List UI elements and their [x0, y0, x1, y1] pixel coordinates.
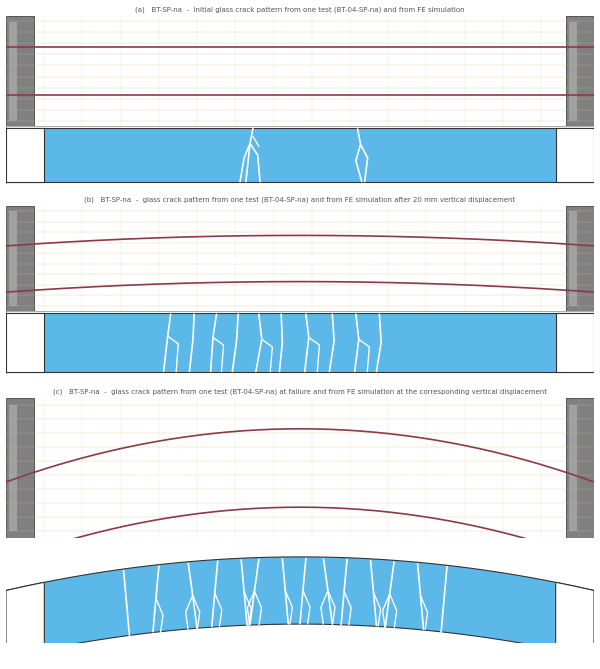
Bar [6, 16, 34, 126]
Ellipse shape [312, 467, 330, 470]
Text: (c)   BT-SP-na  -  glass crack pattern from one test (BT-04-SP-na) at failure an: (c) BT-SP-na - glass crack pattern from … [53, 389, 547, 395]
Bar [6, 313, 44, 372]
Bar [569, 211, 577, 306]
Ellipse shape [313, 260, 334, 262]
Ellipse shape [354, 468, 372, 471]
Ellipse shape [287, 70, 313, 72]
Bar [569, 21, 577, 120]
Bar [556, 313, 594, 372]
Bar [566, 16, 594, 126]
Bar [9, 211, 17, 306]
Ellipse shape [242, 260, 263, 262]
Bar [6, 128, 44, 182]
Polygon shape [556, 582, 594, 658]
Ellipse shape [270, 467, 288, 470]
Bar [6, 398, 34, 538]
Ellipse shape [278, 260, 299, 262]
Polygon shape [6, 582, 44, 658]
Bar [9, 405, 17, 531]
Text: (b)   BT-SP-na  -  glass crack pattern from one test (BT-04-SP-na) and from FE s: (b) BT-SP-na - glass crack pattern from … [85, 197, 515, 203]
Bar [569, 405, 577, 531]
Ellipse shape [349, 260, 369, 262]
Bar [9, 21, 17, 120]
Bar [566, 206, 594, 311]
Ellipse shape [186, 471, 204, 474]
Text: (a)   BT-SP-na  -  initial glass crack pattern from one test (BT-04-SP-na) and f: (a) BT-SP-na - initial glass crack patte… [135, 7, 465, 13]
Ellipse shape [144, 476, 162, 478]
Ellipse shape [396, 471, 414, 474]
Ellipse shape [228, 468, 246, 471]
Bar [556, 128, 594, 182]
Bar [6, 206, 34, 311]
Bar [566, 398, 594, 538]
Polygon shape [6, 557, 594, 658]
Ellipse shape [438, 476, 456, 478]
